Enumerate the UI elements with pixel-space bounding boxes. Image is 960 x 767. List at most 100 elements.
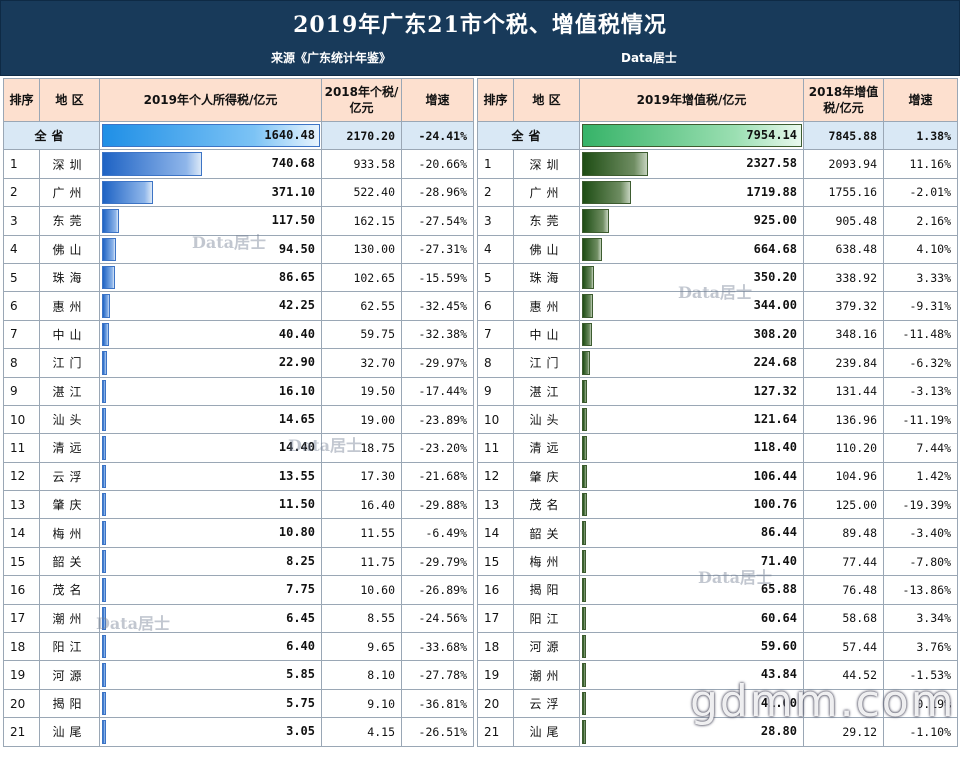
rank-cell: 6 bbox=[3, 291, 40, 321]
rank-cell: 1 bbox=[477, 149, 514, 179]
rank-cell: 12 bbox=[3, 461, 40, 492]
growth-cell: 4.10% bbox=[883, 234, 958, 264]
table-row: 15 韶关 8.25 11.75 -29.79% bbox=[3, 546, 474, 577]
header-banner: 2019年广东21市个税、增值税情况 来源《广东统计年鉴》 Data居士 bbox=[0, 0, 960, 76]
growth-cell: 3.34% bbox=[883, 603, 958, 634]
region-cell: 河源 bbox=[39, 660, 100, 690]
table-row: 15 梅州 71.40 77.44 -7.80% bbox=[477, 546, 958, 577]
bar-cell: 106.44 bbox=[579, 461, 804, 492]
bar-cell: 22.90 bbox=[99, 348, 322, 378]
total-label: 全省 bbox=[3, 120, 100, 151]
growth-cell: -33.68% bbox=[401, 632, 474, 662]
value-2018: 17.30 bbox=[321, 461, 402, 492]
vat-table: 排序 地 区 2019年增值税/亿元 2018年增值税/亿元 增速 全省 7954… bbox=[477, 78, 958, 747]
page-title: 2019年广东21市个税、增值税情况 bbox=[293, 12, 667, 38]
bar-cell: 3.05 bbox=[99, 717, 322, 747]
value-2019: 5.75 bbox=[286, 695, 315, 710]
value-2018: 522.40 bbox=[321, 177, 402, 208]
value-2019: 41.00 bbox=[760, 695, 797, 710]
bar-cell: 1719.88 bbox=[579, 177, 804, 208]
value-2018: 32.70 bbox=[321, 348, 402, 378]
value-2018: 4.15 bbox=[321, 717, 402, 747]
table-row: 11 清远 14.40 18.75 -23.20% bbox=[3, 433, 474, 463]
value-bar bbox=[102, 436, 106, 460]
value-2018: 102.65 bbox=[321, 262, 402, 293]
total-value-2019: 7954.14 bbox=[746, 128, 797, 142]
value-2019: 8.25 bbox=[286, 553, 315, 568]
growth-cell: -21.68% bbox=[401, 461, 474, 492]
table-row: 10 汕头 14.65 19.00 -23.89% bbox=[3, 404, 474, 435]
data-source-label: 来源《广东统计年鉴》 bbox=[271, 51, 392, 65]
region-cell: 东莞 bbox=[39, 206, 100, 236]
value-bar bbox=[582, 152, 648, 176]
author-credit: Data居士 bbox=[621, 51, 677, 65]
value-bar bbox=[102, 635, 106, 659]
col-header-growth: 增速 bbox=[883, 78, 958, 122]
col-header-region: 地 区 bbox=[39, 78, 100, 122]
value-2019: 59.60 bbox=[760, 639, 797, 654]
rank-cell: 20 bbox=[3, 688, 40, 719]
growth-cell: -19.39% bbox=[883, 490, 958, 520]
region-cell: 梅州 bbox=[39, 518, 100, 548]
rank-cell: 12 bbox=[477, 461, 514, 492]
total-bar bbox=[102, 124, 320, 148]
bar-cell: 11.50 bbox=[99, 490, 322, 520]
rank-cell: 16 bbox=[477, 575, 514, 605]
region-cell: 珠海 bbox=[513, 262, 580, 293]
value-2018: 905.48 bbox=[803, 206, 884, 236]
growth-cell: -9.31% bbox=[883, 291, 958, 321]
value-2018: 338.92 bbox=[803, 262, 884, 293]
region-cell: 韶关 bbox=[39, 546, 100, 577]
rank-cell: 8 bbox=[477, 348, 514, 378]
value-2019: 344.00 bbox=[753, 298, 797, 313]
value-2019: 65.88 bbox=[760, 582, 797, 597]
value-bar bbox=[102, 691, 106, 716]
value-2019: 94.50 bbox=[278, 241, 315, 256]
bar-cell: 925.00 bbox=[579, 206, 804, 236]
table-row: 19 潮州 43.84 44.52 -1.53% bbox=[477, 660, 958, 690]
value-bar bbox=[582, 351, 591, 375]
total-bar bbox=[582, 124, 802, 148]
value-2018: 638.48 bbox=[803, 234, 884, 264]
value-2018: 9.10 bbox=[321, 688, 402, 719]
bar-cell: 59.60 bbox=[579, 632, 804, 662]
value-2018: 62.55 bbox=[321, 291, 402, 321]
rank-cell: 3 bbox=[3, 206, 40, 236]
table-row: 14 韶关 86.44 89.48 -3.40% bbox=[477, 518, 958, 548]
value-2019: 16.10 bbox=[278, 383, 315, 398]
growth-cell: 11.16% bbox=[883, 149, 958, 179]
value-2019: 350.20 bbox=[753, 269, 797, 284]
value-bar bbox=[582, 521, 587, 545]
value-2018: 57.44 bbox=[803, 632, 884, 662]
value-2018: 29.12 bbox=[803, 717, 884, 747]
table-row: 7 中山 40.40 59.75 -32.38% bbox=[3, 319, 474, 350]
table-row: 12 云浮 13.55 17.30 -21.68% bbox=[3, 461, 474, 492]
growth-cell: -11.48% bbox=[883, 319, 958, 350]
bar-cell: 94.50 bbox=[99, 234, 322, 264]
bar-cell: 6.40 bbox=[99, 632, 322, 662]
rank-cell: 15 bbox=[477, 546, 514, 577]
table-row: 12 肇庆 106.44 104.96 1.42% bbox=[477, 461, 958, 492]
value-2018: 8.55 bbox=[321, 603, 402, 634]
total-row: 全省 7954.14 7845.88 1.38% bbox=[477, 120, 958, 151]
rank-cell: 18 bbox=[3, 632, 40, 662]
bar-cell: 86.65 bbox=[99, 262, 322, 293]
value-2019: 118.40 bbox=[753, 440, 797, 455]
value-2019: 371.10 bbox=[271, 184, 315, 199]
value-2018: 89.48 bbox=[803, 518, 884, 548]
rank-cell: 5 bbox=[477, 262, 514, 293]
value-2018: 10.60 bbox=[321, 575, 402, 605]
rank-cell: 6 bbox=[477, 291, 514, 321]
value-bar bbox=[582, 379, 588, 403]
table-row: 20 云浮 41.00 0.19% bbox=[477, 688, 958, 719]
rank-cell: 14 bbox=[3, 518, 40, 548]
value-bar bbox=[102, 521, 106, 545]
growth-cell: -28.96% bbox=[401, 177, 474, 208]
rank-cell: 19 bbox=[3, 660, 40, 690]
rank-cell: 21 bbox=[3, 717, 40, 747]
bar-cell: 308.20 bbox=[579, 319, 804, 350]
value-2018: 77.44 bbox=[803, 546, 884, 577]
bar-cell: 71.40 bbox=[579, 546, 804, 577]
bar-cell: 13.55 bbox=[99, 461, 322, 492]
value-bar bbox=[582, 237, 603, 261]
